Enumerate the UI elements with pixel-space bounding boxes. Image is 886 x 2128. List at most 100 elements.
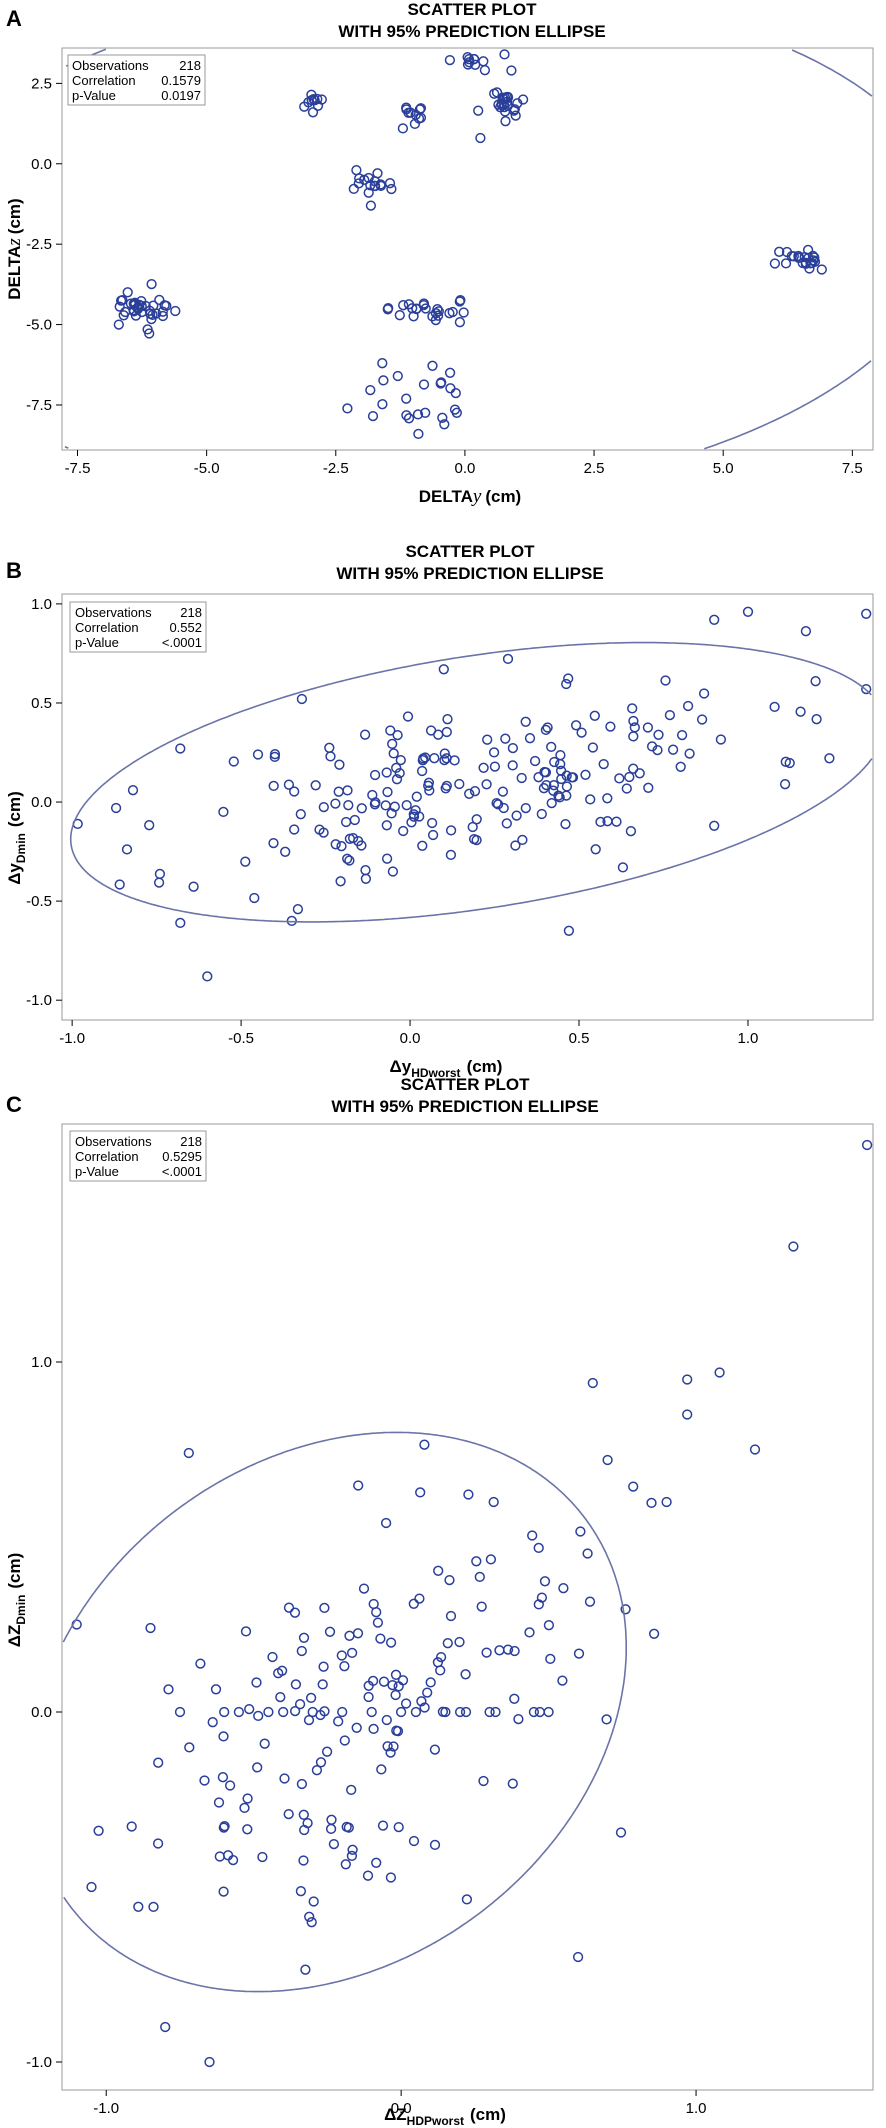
data-point	[292, 904, 304, 915]
data-point	[709, 820, 720, 831]
data-point	[490, 1706, 501, 1718]
data-point	[539, 1576, 551, 1587]
data-point	[563, 925, 575, 936]
data-point	[536, 808, 547, 820]
x-tick-label: 1.0	[738, 1030, 759, 1047]
data-point	[774, 246, 785, 257]
data-point	[353, 178, 364, 189]
data-point	[605, 721, 616, 732]
x-tick-label: 7.5	[842, 460, 863, 477]
x-tick-label: -1.0	[93, 2100, 119, 2117]
data-point	[195, 1658, 206, 1669]
data-point	[546, 741, 557, 753]
data-point	[538, 783, 550, 794]
data-point	[275, 1691, 286, 1703]
data-point	[769, 701, 780, 713]
data-point	[184, 1742, 195, 1753]
data-point	[390, 1669, 402, 1680]
data-point	[242, 1824, 253, 1835]
data-point	[154, 868, 166, 880]
data-point	[395, 754, 406, 766]
data-point	[698, 688, 710, 699]
data-point	[513, 1713, 524, 1725]
data-point	[363, 1691, 374, 1703]
y-tick-label: 0.0	[31, 156, 52, 173]
data-point	[682, 1374, 693, 1385]
data-point	[401, 410, 412, 421]
stats-box	[67, 54, 206, 106]
x-tick-label: -1.0	[59, 1030, 85, 1047]
y-axis-label: ΔyDmin(cm)	[5, 791, 28, 885]
data-point	[122, 287, 133, 298]
data-point	[684, 748, 695, 759]
data-point	[298, 1855, 309, 1866]
data-point	[365, 180, 376, 191]
data-point	[642, 722, 654, 733]
data-point	[548, 780, 560, 791]
data-point	[340, 1859, 351, 1870]
data-point	[204, 2056, 215, 2068]
data-point	[318, 801, 329, 813]
data-point	[394, 767, 405, 779]
data-point	[784, 757, 795, 769]
prediction-ellipse	[62, 1431, 627, 1993]
data-point	[335, 876, 346, 887]
data-point	[269, 751, 280, 763]
x-tick-label: 0.0	[454, 460, 475, 477]
data-point	[148, 1901, 159, 1913]
data-point	[410, 1706, 422, 1718]
data-point	[714, 1367, 725, 1378]
data-point	[507, 760, 518, 771]
data-point	[414, 104, 426, 115]
data-point	[497, 786, 509, 797]
data-point	[240, 856, 251, 867]
data-point	[401, 800, 412, 811]
data-point	[363, 1680, 374, 1691]
data-point	[560, 818, 571, 830]
data-point	[375, 1633, 386, 1644]
data-point	[363, 172, 374, 184]
data-point	[382, 1741, 393, 1752]
data-point	[369, 180, 381, 192]
data-point	[485, 1554, 497, 1565]
data-point	[386, 183, 397, 195]
data-point	[634, 768, 645, 779]
stat-label-pvalue: p-Value	[75, 635, 119, 650]
data-point	[242, 1793, 253, 1804]
data-point	[244, 1703, 255, 1715]
data-point	[367, 410, 379, 422]
data-point	[342, 403, 353, 414]
data-point	[614, 773, 625, 784]
data-point	[199, 1775, 210, 1786]
data-point	[435, 1665, 446, 1676]
data-point	[219, 1821, 230, 1832]
data-point	[543, 1706, 554, 1718]
data-point	[646, 1497, 657, 1509]
panel-label: B	[6, 558, 22, 583]
data-point	[476, 1601, 487, 1612]
data-point	[454, 317, 466, 328]
data-point	[528, 1706, 540, 1718]
data-point	[430, 308, 442, 319]
data-point	[251, 1677, 262, 1688]
data-point	[478, 1775, 489, 1787]
data-point	[502, 653, 514, 665]
stat-value-observations: 218	[180, 1134, 202, 1149]
data-point	[378, 1676, 390, 1687]
data-point	[425, 1677, 436, 1688]
data-point	[153, 877, 165, 888]
data-point	[601, 1714, 612, 1725]
data-point	[382, 786, 393, 798]
data-point	[454, 1636, 465, 1648]
data-point	[403, 413, 415, 424]
data-point	[239, 1802, 250, 1814]
data-point	[365, 200, 377, 211]
data-point	[299, 1824, 310, 1836]
data-point	[449, 404, 461, 415]
data-point	[529, 755, 541, 767]
data-point	[333, 1716, 344, 1727]
data-point	[527, 1530, 538, 1541]
data-point	[385, 1747, 396, 1758]
data-point	[501, 818, 512, 829]
data-point	[628, 1481, 639, 1492]
